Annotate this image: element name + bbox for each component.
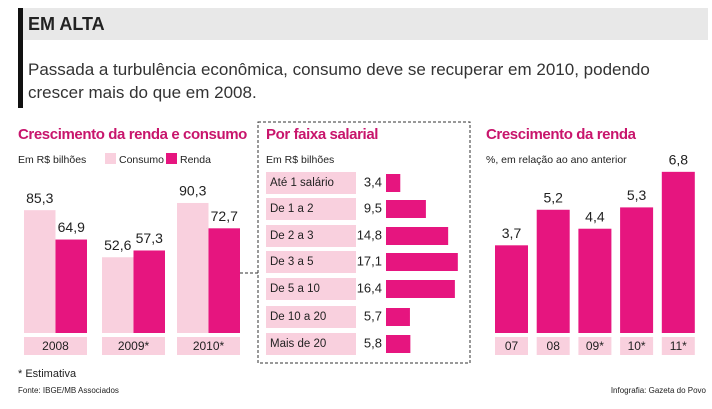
subtitle: Passada a turbulência econômica, consumo… — [28, 60, 650, 102]
value-label: 3,4 — [364, 174, 382, 189]
bar — [620, 207, 654, 333]
category-box — [266, 225, 356, 247]
unit-label: %, em relação ao ano anterior — [486, 154, 627, 166]
value-label: 5,8 — [364, 335, 382, 350]
bar — [536, 209, 570, 333]
header: EM ALTA — [28, 14, 105, 34]
category-box — [661, 337, 695, 355]
value-label: 16,4 — [357, 280, 382, 295]
legend-swatch — [166, 153, 177, 164]
category-box — [620, 337, 654, 355]
value-label: 64,9 — [58, 219, 85, 235]
bar — [177, 202, 209, 333]
x-tick-label: 10* — [628, 339, 646, 353]
category-box — [266, 333, 356, 355]
category-box — [266, 198, 356, 220]
category-box — [536, 337, 570, 355]
x-tick-label: 2008 — [42, 339, 69, 353]
y-tick-label: De 10 a 20 — [270, 311, 326, 323]
bar — [386, 227, 449, 245]
legend-label: Consumo — [119, 154, 164, 166]
bar — [55, 239, 87, 333]
category-box — [102, 337, 165, 355]
value-label: 4,4 — [585, 208, 605, 224]
chart-title: Crescimento da renda e consumo — [18, 126, 247, 143]
value-label: 5,2 — [543, 189, 563, 205]
value-label: 52,6 — [104, 237, 131, 253]
y-tick-label: Até 1 salário — [270, 177, 334, 189]
bar — [386, 174, 401, 192]
value-label: 14,8 — [357, 227, 382, 242]
bar — [578, 228, 612, 333]
x-tick-label: 07 — [505, 339, 519, 353]
category-box — [177, 337, 240, 355]
value-label: 57,3 — [136, 230, 163, 246]
x-tick-label: 2010* — [193, 339, 225, 353]
chart-title: Crescimento da renda — [486, 126, 637, 143]
category-box — [578, 337, 612, 355]
source: Fonte: IBGE/MB Associados — [18, 386, 119, 395]
chart-title: Por faixa salarial — [266, 126, 378, 143]
value-label: 17,1 — [357, 253, 382, 268]
unit-label: Em R$ bilhões — [18, 154, 86, 166]
category-box — [495, 337, 528, 355]
category-box — [266, 306, 356, 328]
category-box — [266, 278, 356, 300]
y-tick-label: De 5 a 10 — [270, 283, 320, 295]
bar — [102, 257, 134, 333]
bar — [386, 200, 426, 218]
y-tick-label: De 2 a 3 — [270, 230, 313, 242]
legend-label: Renda — [180, 154, 211, 166]
category-box — [266, 251, 356, 273]
category-box — [24, 337, 87, 355]
bar — [495, 245, 528, 333]
bar — [386, 253, 458, 271]
bar — [386, 308, 410, 326]
value-label: 3,7 — [502, 225, 522, 241]
value-label: 5,3 — [627, 187, 647, 203]
legend-swatch — [105, 153, 116, 164]
y-tick-label: De 1 a 2 — [270, 203, 313, 215]
header-band — [18, 8, 708, 40]
value-label: 90,3 — [179, 183, 206, 199]
subtitle-box: Passada a turbulência econômica, consumo… — [28, 60, 650, 102]
x-tick-label: 2009* — [118, 339, 150, 353]
unit-label: Em R$ bilhões — [266, 154, 334, 166]
header-bar — [18, 8, 23, 108]
bar — [661, 171, 695, 333]
y-tick-label: Mais de 20 — [270, 338, 326, 350]
bar — [24, 210, 56, 333]
value-label: 85,3 — [26, 190, 53, 206]
value-label: 72,7 — [211, 208, 238, 224]
bar — [133, 250, 165, 333]
x-tick-label: 09* — [586, 339, 604, 353]
y-tick-label: De 3 a 5 — [270, 256, 313, 268]
dashed-box — [257, 121, 471, 364]
x-tick-label: 11* — [670, 339, 687, 353]
bar — [386, 280, 455, 298]
bar — [386, 335, 411, 353]
value-label: 6,8 — [669, 152, 689, 168]
value-label: 5,7 — [364, 308, 382, 323]
category-box — [266, 172, 356, 194]
value-label: 9,5 — [364, 200, 382, 215]
bar — [208, 228, 240, 333]
x-tick-label: 08 — [547, 339, 561, 353]
credit: Infografia: Gazeta do Povo — [611, 386, 707, 395]
footnote: * Estimativa — [18, 368, 77, 380]
